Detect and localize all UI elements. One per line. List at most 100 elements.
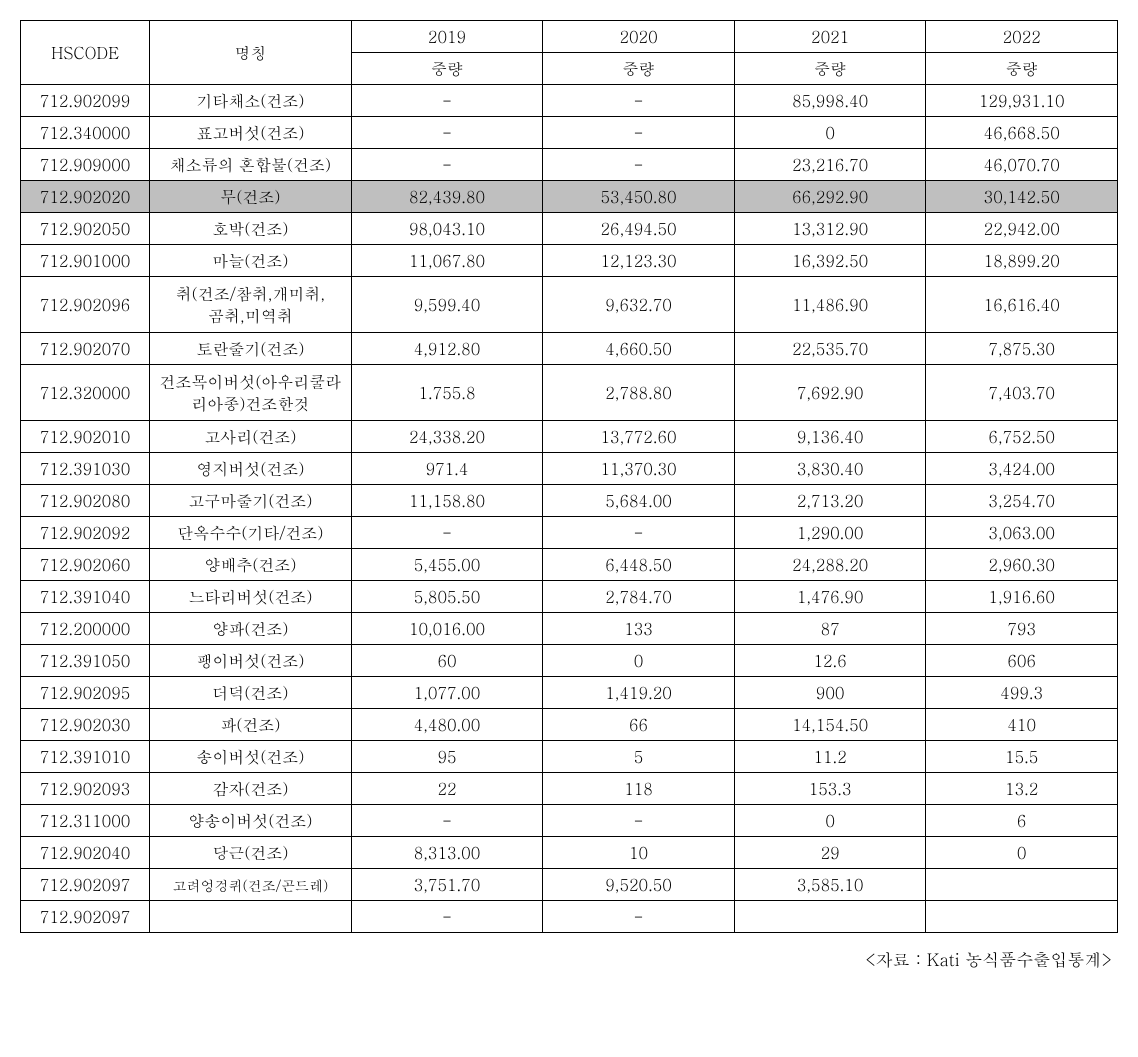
cell-value: 3,585.10 xyxy=(734,869,926,901)
header-weight-2022: 중량 xyxy=(926,53,1118,85)
cell-value: 5,805.50 xyxy=(351,581,543,613)
cell-hscode: 712.902040 xyxy=(21,837,150,869)
cell-value: 1,290.00 xyxy=(734,517,926,549)
cell-hscode: 712.902060 xyxy=(21,549,150,581)
cell-value: 3,424.00 xyxy=(926,453,1118,485)
cell-value: 3,751.70 xyxy=(351,869,543,901)
cell-value: 85,998.40 xyxy=(734,85,926,117)
table-row: 712.391010송이버섯(건조)95511.215.5 xyxy=(21,741,1118,773)
cell-value: 23,216.70 xyxy=(734,149,926,181)
cell-value: 1,916.60 xyxy=(926,581,1118,613)
cell-hscode: 712.902092 xyxy=(21,517,150,549)
cell-value: 13,312.90 xyxy=(734,213,926,245)
cell-value: 98,043.10 xyxy=(351,213,543,245)
cell-value: 7,875.30 xyxy=(926,333,1118,365)
cell-hscode: 712.902093 xyxy=(21,773,150,805)
cell-value: - xyxy=(543,117,735,149)
cell-name: 무(건조) xyxy=(150,181,352,213)
cell-hscode: 712.902099 xyxy=(21,85,150,117)
header-hscode: HSCODE xyxy=(21,21,150,85)
table-row: 712.902080고구마줄기(건조)11,158.805,684.002,71… xyxy=(21,485,1118,517)
cell-hscode: 712.902030 xyxy=(21,709,150,741)
table-row: 712.902010고사리(건조)24,338.2013,772.609,136… xyxy=(21,421,1118,453)
cell-name: 고사리(건조) xyxy=(150,421,352,453)
cell-value: 9,520.50 xyxy=(543,869,735,901)
cell-value: 0 xyxy=(734,117,926,149)
cell-value: 0 xyxy=(543,645,735,677)
cell-hscode: 712.902096 xyxy=(21,277,150,333)
header-year-2022: 2022 xyxy=(926,21,1118,53)
cell-name: 양송이버섯(건조) xyxy=(150,805,352,837)
cell-hscode: 712.340000 xyxy=(21,117,150,149)
cell-value: 6,752.50 xyxy=(926,421,1118,453)
cell-value: 4,660.50 xyxy=(543,333,735,365)
table-row: 712.311000양송이버섯(건조)--06 xyxy=(21,805,1118,837)
cell-value: 410 xyxy=(926,709,1118,741)
cell-value: 133 xyxy=(543,613,735,645)
cell-value: 793 xyxy=(926,613,1118,645)
header-weight-2020: 중량 xyxy=(543,53,735,85)
cell-hscode: 712.902095 xyxy=(21,677,150,709)
cell-value: 82,439.80 xyxy=(351,181,543,213)
cell-value xyxy=(926,901,1118,933)
cell-value: 900 xyxy=(734,677,926,709)
cell-value: - xyxy=(351,901,543,933)
cell-value: 9,599.40 xyxy=(351,277,543,333)
cell-value: 26,494.50 xyxy=(543,213,735,245)
table-row: 712.901000마늘(건조)11,067.8012,123.3016,392… xyxy=(21,245,1118,277)
table-row: 712.391030영지버섯(건조)971.411,370.303,830.40… xyxy=(21,453,1118,485)
cell-hscode: 712.902010 xyxy=(21,421,150,453)
cell-name: 영지버섯(건조) xyxy=(150,453,352,485)
cell-value: 11,158.80 xyxy=(351,485,543,517)
table-row: 712.902050호박(건조)98,043.1026,494.5013,312… xyxy=(21,213,1118,245)
cell-value xyxy=(926,869,1118,901)
cell-value: 2,713.20 xyxy=(734,485,926,517)
cell-value: 9,632.70 xyxy=(543,277,735,333)
table-row: 712.391040느타리버섯(건조)5,805.502,784.701,476… xyxy=(21,581,1118,613)
cell-value: 9,136.40 xyxy=(734,421,926,453)
cell-name: 양파(건조) xyxy=(150,613,352,645)
cell-hscode: 712.902050 xyxy=(21,213,150,245)
cell-value: 12.6 xyxy=(734,645,926,677)
cell-value: 29 xyxy=(734,837,926,869)
cell-name: 건조목이버섯(아우리쿨라리아종)건조한것 xyxy=(150,365,352,421)
cell-value: 60 xyxy=(351,645,543,677)
cell-name: 감자(건조) xyxy=(150,773,352,805)
cell-value: - xyxy=(351,117,543,149)
cell-value: 5,684.00 xyxy=(543,485,735,517)
table-row: 712.902095더덕(건조)1,077.001,419.20900499.3 xyxy=(21,677,1118,709)
cell-value: 6 xyxy=(926,805,1118,837)
table-row: 712.902096취(건조/참취,개미취,곰취,미역취9,599.409,63… xyxy=(21,277,1118,333)
cell-value: - xyxy=(351,517,543,549)
cell-value: 4,912.80 xyxy=(351,333,543,365)
cell-value: 2,960.30 xyxy=(926,549,1118,581)
table-row: 712.902030파(건조)4,480.006614,154.50410 xyxy=(21,709,1118,741)
cell-value: 12,123.30 xyxy=(543,245,735,277)
table-row: 712.902020무(건조)82,439.8053,450.8066,292.… xyxy=(21,181,1118,213)
cell-name: 취(건조/참취,개미취,곰취,미역취 xyxy=(150,277,352,333)
header-weight-2021: 중량 xyxy=(734,53,926,85)
cell-value: 129,931.10 xyxy=(926,85,1118,117)
cell-name: 마늘(건조) xyxy=(150,245,352,277)
table-row: 712.902093감자(건조)22118153.313.2 xyxy=(21,773,1118,805)
cell-value: 7,403.70 xyxy=(926,365,1118,421)
cell-value: 4,480.00 xyxy=(351,709,543,741)
cell-value: 11.2 xyxy=(734,741,926,773)
header-name: 명칭 xyxy=(150,21,352,85)
cell-value: - xyxy=(351,805,543,837)
cell-value: 11,067.80 xyxy=(351,245,543,277)
cell-hscode: 712.909000 xyxy=(21,149,150,181)
cell-value: 13,772.60 xyxy=(543,421,735,453)
cell-value: 1,419.20 xyxy=(543,677,735,709)
cell-value: 22,535.70 xyxy=(734,333,926,365)
cell-value: 3,830.40 xyxy=(734,453,926,485)
cell-value: 11,370.30 xyxy=(543,453,735,485)
hscode-table: HSCODE 명칭 2019 2020 2021 2022 중량 중량 중량 중… xyxy=(20,20,1118,933)
cell-value: 13.2 xyxy=(926,773,1118,805)
cell-name: 고구마줄기(건조) xyxy=(150,485,352,517)
table-body: 712.902099기타채소(건조)--85,998.40129,931.107… xyxy=(21,85,1118,933)
header-year-2021: 2021 xyxy=(734,21,926,53)
cell-value: 0 xyxy=(734,805,926,837)
table-header: HSCODE 명칭 2019 2020 2021 2022 중량 중량 중량 중… xyxy=(21,21,1118,85)
cell-value: 16,392.50 xyxy=(734,245,926,277)
